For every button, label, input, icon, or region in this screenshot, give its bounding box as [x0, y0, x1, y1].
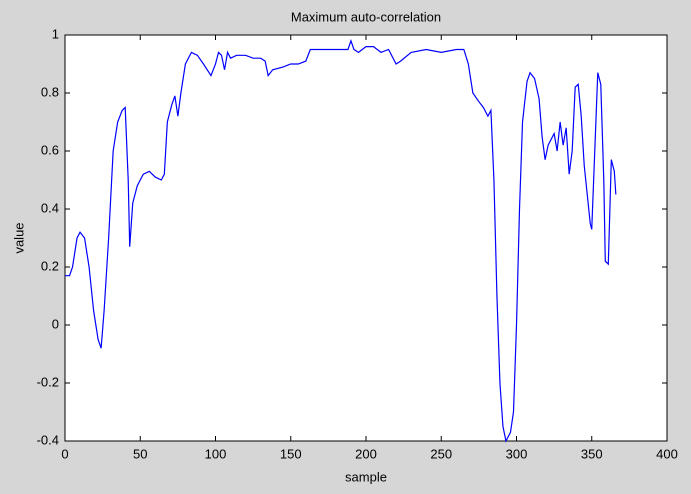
x-axis-label: sample: [345, 469, 387, 484]
x-tick-label: 0: [61, 446, 68, 461]
y-tick-label: 0: [52, 316, 59, 331]
x-tick-label: 300: [506, 446, 528, 461]
y-tick-label: 0.6: [41, 142, 59, 157]
y-tick-label: 0.2: [41, 258, 59, 273]
y-tick-label: 0.8: [41, 84, 59, 99]
y-tick-label: 1: [52, 26, 59, 41]
x-tick-label: 100: [205, 446, 227, 461]
y-axis-label: value: [11, 222, 26, 253]
chart-title: Maximum auto-correlation: [291, 9, 441, 24]
y-tick-label: -0.2: [37, 374, 59, 389]
x-tick-label: 50: [133, 446, 147, 461]
x-tick-label: 150: [280, 446, 302, 461]
plot-area: [64, 34, 668, 442]
x-tick-label: 350: [581, 446, 603, 461]
y-tick-label: -0.4: [37, 432, 59, 447]
x-tick-label: 250: [430, 446, 452, 461]
y-tick-label: 0.4: [41, 200, 59, 215]
data-line: [65, 38, 617, 443]
x-tick-label: 200: [355, 446, 377, 461]
x-tick-label: 400: [656, 446, 678, 461]
